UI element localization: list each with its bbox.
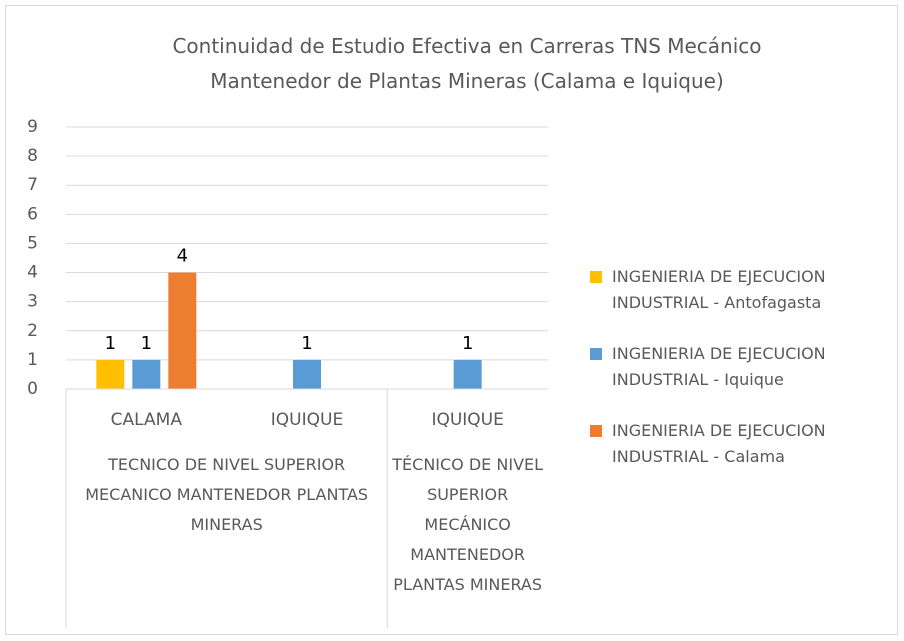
y-tick-label: 3 — [27, 292, 38, 312]
bar — [453, 359, 482, 389]
legend-swatch — [590, 425, 602, 437]
y-tick-label: 1 — [27, 350, 38, 370]
bar — [132, 359, 161, 389]
y-tick-label: 5 — [27, 233, 38, 253]
data-label: 1 — [462, 333, 473, 354]
data-label: 1 — [301, 333, 312, 354]
x-tick-label: IQUIQUE — [271, 410, 343, 430]
chart-title: Continuidad de Estudio Efectiva en Carre… — [172, 34, 762, 93]
x-tick-label: IQUIQUE — [431, 410, 503, 430]
y-tick-label: 8 — [27, 146, 38, 166]
y-tick-label: 6 — [27, 204, 38, 224]
legend-label: INGENIERIA DE EJECUCION INDUSTRIAL - Ant… — [612, 267, 826, 312]
y-tick-label: 0 — [27, 379, 38, 399]
data-label: 1 — [105, 333, 116, 354]
x-tick-label: CALAMA — [111, 410, 183, 430]
y-tick-label: 7 — [27, 175, 38, 195]
bar — [293, 359, 321, 389]
legend-label: INGENIERIA DE EJECUCION INDUSTRIAL - Iqu… — [612, 344, 826, 389]
group-label: TÉCNICO DE NIVEL SUPERIOR MECÁNICO MANTE… — [392, 455, 544, 594]
bar — [168, 272, 197, 389]
data-label: 4 — [177, 246, 188, 267]
group-label: TECNICO DE NIVEL SUPERIOR MECANICO MANTE… — [85, 455, 369, 534]
legend-label: INGENIERIA DE EJECUCION INDUSTRIAL - Cal… — [612, 421, 826, 466]
y-tick-label: 9 — [27, 117, 38, 137]
legend-swatch — [590, 271, 602, 283]
chart-frame — [5, 5, 898, 635]
bar — [96, 359, 125, 389]
data-label: 1 — [141, 333, 152, 354]
y-tick-label: 2 — [27, 321, 38, 341]
y-tick-label: 4 — [27, 263, 38, 283]
legend-swatch — [590, 348, 602, 360]
